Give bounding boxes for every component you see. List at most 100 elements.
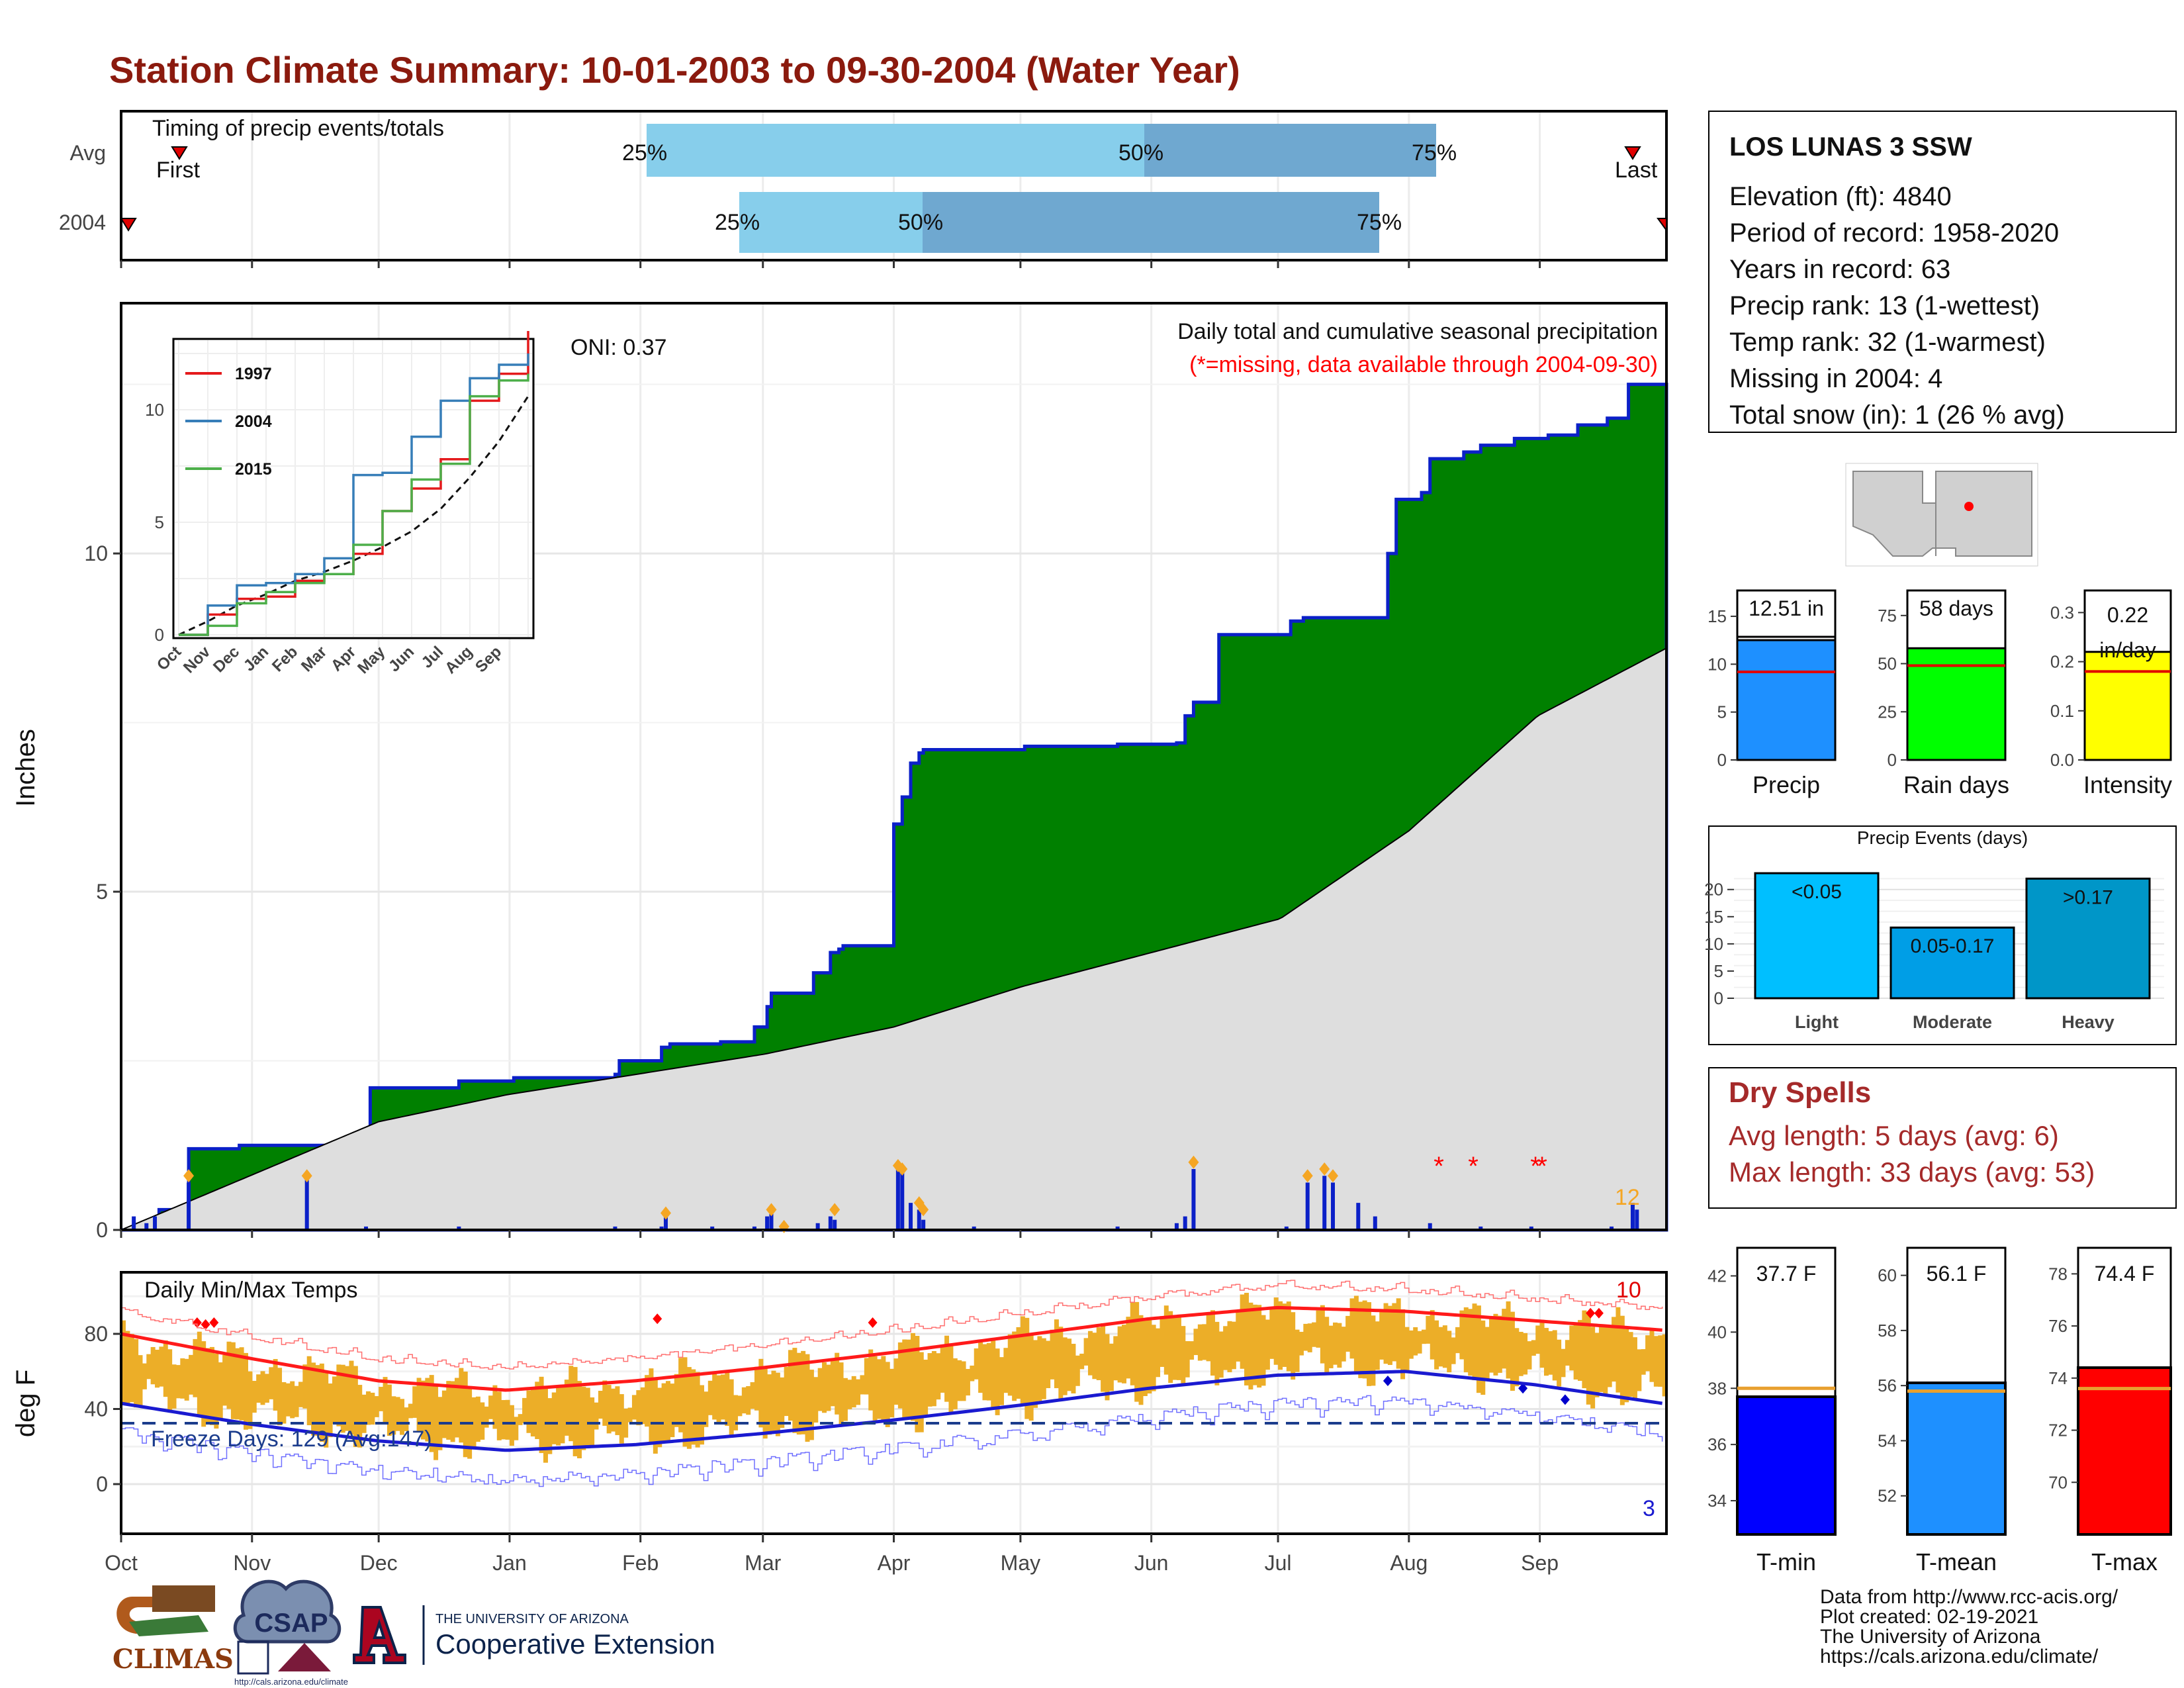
daily-temp-range (357, 1385, 363, 1448)
daily-temp-range (729, 1379, 734, 1436)
month-label: Feb (622, 1551, 659, 1575)
daily-precip-bar (833, 1219, 837, 1230)
daily-temp-range (737, 1395, 743, 1417)
ua-logo: THE UNIVERSITY OF ARIZONA Cooperative Ex… (353, 1605, 715, 1665)
daily-temp-range (598, 1391, 603, 1419)
daily-temp-range (1185, 1341, 1190, 1378)
y2004-q25: 25% (715, 210, 760, 235)
daily-temp-range (180, 1358, 185, 1399)
daily-temp-range (999, 1357, 1004, 1405)
daily-temp-range (121, 1320, 126, 1403)
daily-temp-range (1607, 1327, 1612, 1387)
daily-temp-range (1037, 1336, 1042, 1401)
daily-temp-range (543, 1387, 548, 1463)
daily-temp-range (1341, 1327, 1346, 1362)
daily-temp-range (340, 1364, 345, 1433)
daily-temp-range (370, 1392, 375, 1425)
precip-missing-note: (*=missing, data available through 2004-… (1189, 352, 1658, 377)
extreme-precip-marker (183, 1169, 195, 1183)
daily-temp-range (1582, 1310, 1587, 1389)
daily-temp-range (480, 1402, 485, 1440)
temp-bar-label: T-min (1756, 1548, 1816, 1575)
daily-temp-range (686, 1367, 692, 1449)
month-label: Mar (745, 1551, 781, 1575)
station-info-line: Missing in 2004: 4 (1729, 364, 1942, 393)
daily-temp-range (674, 1374, 679, 1427)
daily-temp-range (1236, 1311, 1241, 1362)
daily-temp-range (496, 1391, 502, 1440)
month-label: Apr (878, 1551, 911, 1575)
daily-temp-range (636, 1390, 641, 1426)
daily-temp-range (345, 1366, 350, 1431)
avg-min-line (120, 1370, 1662, 1452)
daily-temp-range (1206, 1315, 1211, 1362)
temp-caption: Daily Min/Max Temps (144, 1278, 357, 1303)
climas-logo: CLIMAS (113, 1585, 234, 1675)
daily-temp-range (1240, 1294, 1245, 1369)
daily-temp-range (425, 1378, 430, 1442)
daily-temp-range (889, 1368, 895, 1418)
daily-precip-bar (1330, 1182, 1335, 1230)
daily-temp-range (780, 1377, 785, 1429)
extreme-precip-marker (1319, 1162, 1330, 1176)
daily-temp-range (522, 1397, 527, 1423)
daily-temp-range (294, 1385, 299, 1417)
daily-temp-range (189, 1354, 194, 1395)
precip-count-label: 12 (1615, 1185, 1640, 1210)
ua-bottom-text: Cooperative Extension (435, 1628, 715, 1660)
daily-temp-range (792, 1348, 797, 1433)
temp-ylabel: deg F (11, 1370, 40, 1437)
daily-temp-range (611, 1388, 616, 1432)
inset-legend-label: 2004 (235, 412, 272, 431)
daily-temp-range (285, 1383, 291, 1417)
daily-temp-range (594, 1402, 599, 1430)
daily-temp-range (1480, 1320, 1486, 1395)
daily-temp-range (670, 1383, 675, 1438)
oni-value: ONI: 0.37 (570, 335, 667, 360)
dry-spells-avg: Avg length: 5 days (avg: 6) (1729, 1120, 2059, 1151)
daily-temp-range (450, 1381, 455, 1442)
daily-precip-bar (972, 1226, 976, 1230)
daily-temp-range (1353, 1295, 1359, 1374)
daily-temp-range (1476, 1305, 1481, 1393)
daily-temp-range (1138, 1315, 1144, 1405)
precip-note: Daily total and cumulative seasonal prec… (1177, 319, 1658, 344)
daily-temp-range (1324, 1317, 1330, 1374)
daily-temp-range (746, 1385, 751, 1415)
daily-precip-bar (1529, 1226, 1533, 1230)
extreme-precip-marker (897, 1162, 908, 1176)
daily-temp-range (1282, 1303, 1287, 1367)
daily-temp-range (1557, 1339, 1562, 1387)
daily-temp-range (1291, 1312, 1296, 1380)
daily-temp-range (551, 1392, 557, 1444)
daily-temp-range (455, 1378, 459, 1438)
daily-temp-range (197, 1331, 202, 1415)
events-bar-inner-label: >0.17 (2063, 886, 2113, 908)
daily-temp-range (712, 1372, 717, 1420)
daily-precip-bar (752, 1226, 756, 1230)
daily-temp-range (1569, 1325, 1574, 1371)
daily-temp-range (615, 1386, 620, 1435)
daily-temp-range (1612, 1317, 1617, 1382)
summary-ytick-label: 75 (1878, 606, 1897, 626)
daily-temp-range (1332, 1322, 1338, 1365)
events-category-label: Moderate (1913, 1012, 1992, 1032)
daily-temp-range (1637, 1349, 1642, 1391)
daily-temp-range (1087, 1331, 1093, 1376)
daily-temp-range (856, 1379, 861, 1405)
daily-temp-range (1645, 1335, 1651, 1372)
state-map (1845, 463, 2038, 567)
avg-q50: 50% (1118, 140, 1163, 165)
daily-temp-range (902, 1339, 907, 1418)
daily-temp-range (214, 1353, 219, 1429)
footer-line-2: Plot created: 02-19-2021 (1820, 1606, 2038, 1628)
daily-temp-range (1058, 1327, 1064, 1399)
daily-temp-range (986, 1342, 991, 1401)
csap-logo: CSAP http://cals.arizona.edu/climate (233, 1579, 348, 1687)
daily-temp-range (1134, 1301, 1140, 1402)
daily-temp-range (1615, 1307, 1621, 1393)
month-label: Aug (1390, 1551, 1428, 1575)
daily-temp-range (885, 1362, 890, 1427)
daily-temp-range (649, 1368, 654, 1443)
summary-ytick-label: 10 (1707, 654, 1727, 674)
